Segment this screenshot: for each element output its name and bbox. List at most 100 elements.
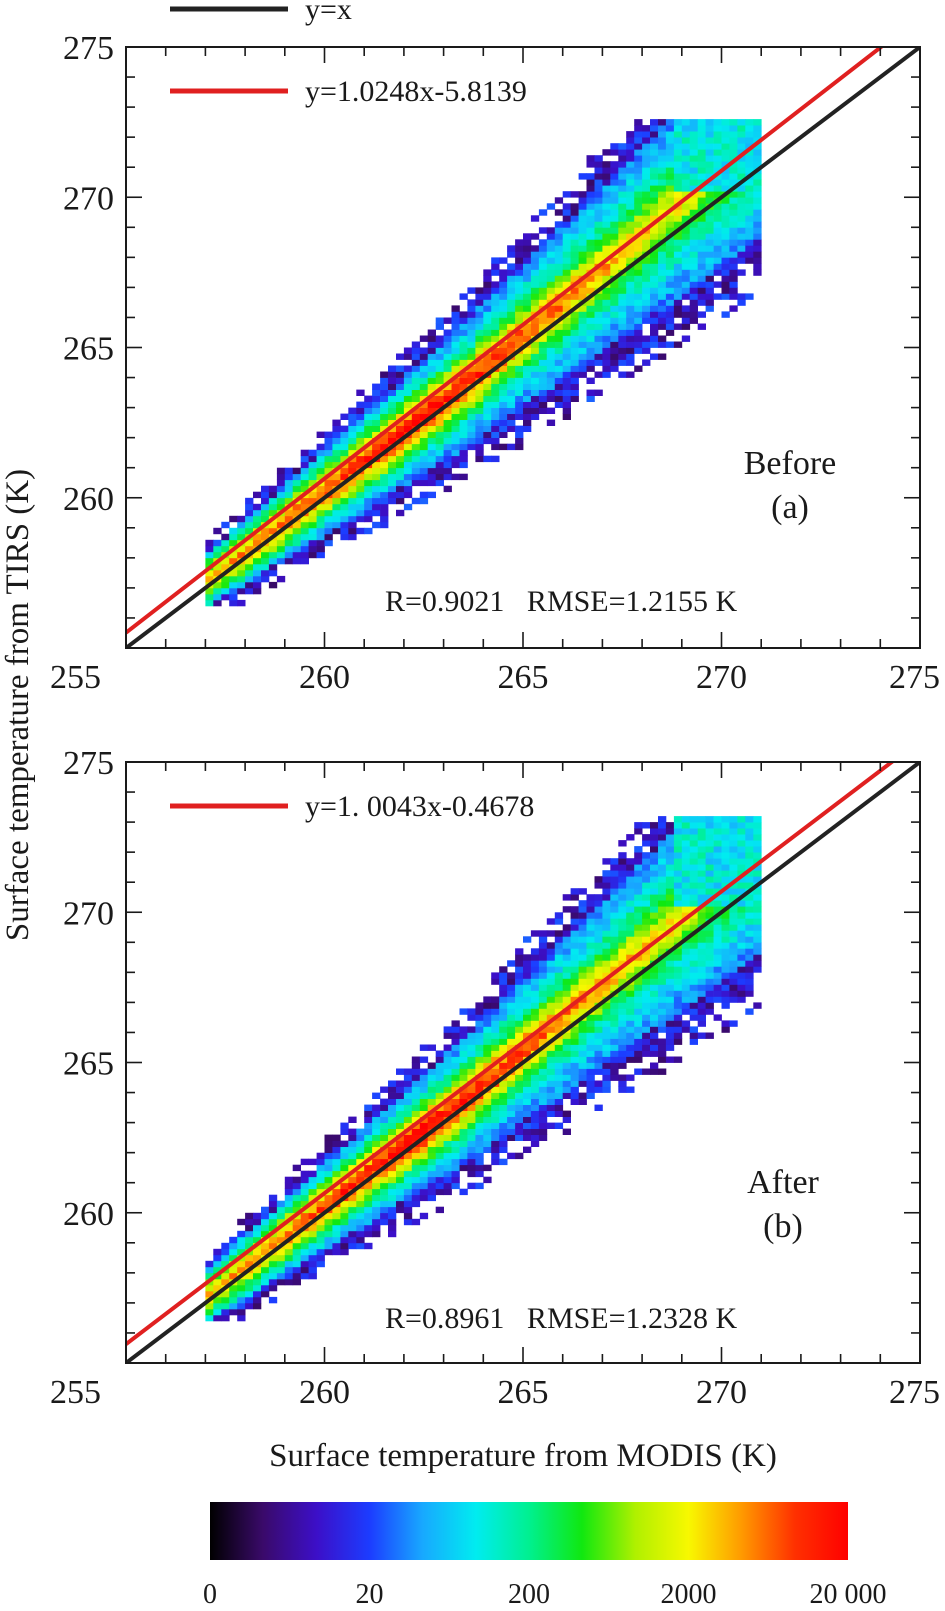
density-cell [642, 239, 651, 246]
density-cell [483, 329, 492, 336]
density-cell [713, 870, 722, 877]
density-cell [523, 257, 532, 264]
density-cell [618, 227, 627, 234]
density-cell [562, 305, 571, 312]
density-cell [602, 1068, 611, 1075]
density-cell [221, 539, 230, 547]
density-cell [499, 990, 508, 997]
density-cell [499, 1122, 508, 1129]
density-cell [499, 984, 508, 991]
density-cell [403, 1218, 413, 1226]
density-cell [594, 233, 603, 240]
density-cell [729, 215, 738, 222]
density-cell [753, 906, 762, 913]
density-cell [713, 930, 722, 937]
density-cell [626, 311, 635, 318]
density-cell [530, 978, 540, 985]
density-cell [340, 1152, 349, 1160]
density-cell [697, 840, 706, 847]
density-cell [721, 119, 730, 126]
density-cell [380, 1194, 389, 1202]
density-cell [491, 425, 500, 432]
density-cell [245, 1224, 254, 1232]
density-cell [388, 365, 397, 372]
density-cell [586, 936, 595, 943]
density-cell [348, 1116, 357, 1123]
x-tick-label: 270 [696, 1374, 747, 1411]
density-cell [721, 287, 730, 294]
density-cell [705, 864, 714, 871]
density-cell [324, 527, 333, 535]
density-cell [427, 1152, 436, 1160]
density-cell [546, 341, 556, 348]
density-cell [380, 419, 389, 426]
density-cell [570, 233, 579, 240]
density-cell [332, 461, 341, 469]
density-cell [673, 984, 683, 991]
density-cell [205, 569, 214, 577]
density-cell [292, 1176, 301, 1184]
density-cell [570, 353, 579, 360]
density-cell [213, 1260, 222, 1268]
density-cell [261, 1266, 270, 1274]
density-cell [618, 287, 627, 294]
density-cell [705, 185, 714, 192]
density-cell [610, 287, 619, 294]
density-cell [284, 473, 294, 481]
density-cell [499, 1026, 508, 1033]
density-cell [594, 299, 603, 306]
density-cell [316, 1218, 325, 1226]
density-cell [586, 365, 595, 372]
density-cell [372, 1140, 381, 1147]
density-cell [340, 1248, 349, 1256]
density-cell [618, 347, 627, 354]
density-cell [332, 455, 341, 463]
density-cell [499, 1128, 508, 1135]
density-cell [451, 329, 460, 336]
density-cell [332, 443, 341, 451]
density-cell [229, 581, 238, 589]
density-cell [745, 972, 754, 979]
density-cell [753, 221, 762, 228]
density-cell [308, 1212, 317, 1220]
density-cell [419, 455, 429, 463]
density-cell [427, 431, 436, 438]
density-cell [507, 1128, 516, 1135]
density-cell [681, 858, 691, 865]
density-cell [673, 1032, 683, 1039]
density-cell [523, 1110, 532, 1117]
density-cell [388, 1170, 397, 1178]
density-cell [388, 1164, 397, 1172]
density-cell [499, 269, 508, 276]
density-cell [697, 197, 706, 204]
density-cell [650, 1062, 659, 1069]
density-cell [721, 227, 730, 234]
density-cell [642, 1014, 651, 1021]
density-cell [411, 347, 421, 354]
density-cell [403, 1092, 413, 1099]
density-cell [340, 503, 349, 511]
density-cell [626, 137, 635, 144]
density-cell [332, 1152, 341, 1160]
density-cell [618, 954, 627, 961]
density-cell [554, 365, 564, 372]
density-cell [713, 990, 722, 997]
density-cell [626, 185, 635, 192]
density-cell [594, 209, 603, 216]
density-cell [523, 990, 532, 997]
density-cell [507, 311, 516, 318]
density-cell [721, 161, 730, 168]
density-cell [586, 251, 595, 258]
density-cell [253, 1230, 262, 1238]
density-cell [586, 948, 595, 955]
density-cell [642, 341, 651, 348]
density-cell [530, 1044, 540, 1051]
density-cell [626, 876, 635, 883]
density-cell [261, 551, 270, 559]
density-cell [443, 1080, 452, 1087]
density-cell [658, 173, 667, 180]
density-cell [673, 978, 683, 985]
density-cell [610, 906, 619, 913]
density-cell [642, 185, 651, 192]
density-cell [705, 930, 714, 937]
